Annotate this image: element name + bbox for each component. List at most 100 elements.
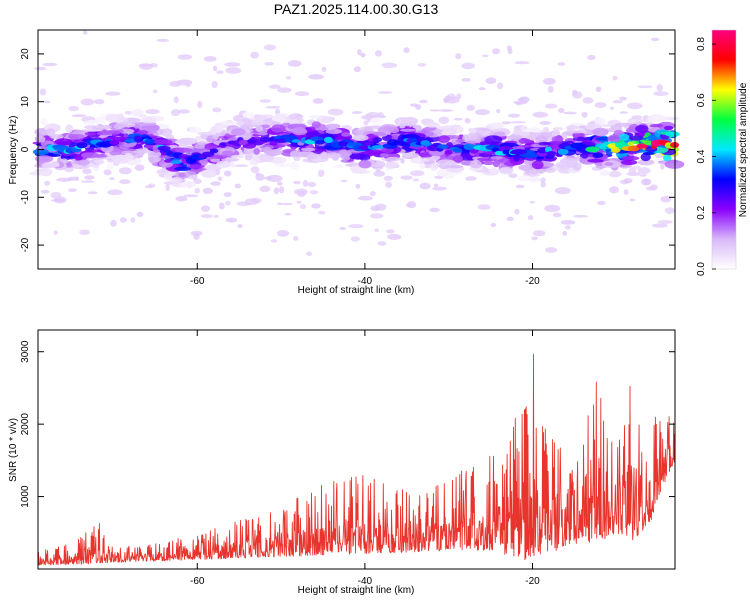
spectrogram-cell — [660, 164, 665, 170]
spectrogram-cell — [350, 236, 360, 242]
spectrogram-cell — [619, 111, 628, 114]
spectrogram-cell — [153, 139, 173, 145]
spectrogram-cell — [511, 149, 527, 155]
spectrogram-cell — [211, 80, 218, 89]
spectrogram-cell — [225, 217, 238, 223]
snr-line — [37, 353, 676, 566]
spectrogram-cell — [436, 169, 450, 177]
spectrogram-cell — [84, 132, 97, 136]
spectrogram-cell — [490, 222, 497, 228]
spectrogram-cell — [263, 44, 277, 51]
spectrogram-cell — [497, 82, 504, 90]
spectrogram-cell — [400, 175, 413, 180]
spectrogram-cell — [353, 66, 361, 73]
spectrogram-cell — [295, 114, 302, 118]
colorbar-gradient — [712, 30, 736, 269]
spectrogram-cell — [82, 30, 88, 35]
spectrogram-cell — [410, 153, 420, 159]
spectrogram-cell — [145, 109, 160, 115]
colorbar-tick-label: 0.0 — [696, 262, 707, 276]
spectrogram-cell — [50, 161, 60, 168]
spectrogram-cell — [229, 162, 236, 168]
spectrogram-cell — [109, 177, 115, 181]
spectrogram-cell — [377, 112, 384, 118]
spectrogram-cell — [363, 149, 384, 156]
spectrogram-cell — [321, 116, 334, 124]
spectrogram-cell — [547, 85, 554, 93]
spectrogram-cell — [563, 111, 577, 115]
spectrogram-cell — [312, 98, 324, 104]
spectrogram-cell — [430, 163, 438, 172]
spectrogram-cell — [210, 181, 221, 186]
spectrogram-cell — [419, 99, 428, 104]
spectrogram-cell — [269, 84, 281, 89]
spectrogram-cell — [223, 192, 232, 198]
spectrogram-cell — [293, 235, 299, 241]
spectrogram-cell — [119, 138, 127, 143]
spectrogram-cell — [197, 101, 203, 109]
spectrogram-cell — [67, 133, 79, 140]
spectrogram-cell — [234, 164, 249, 167]
spectrogram-cell — [65, 162, 72, 167]
spectrogram-cell — [217, 176, 223, 182]
spectrogram-cell — [649, 124, 664, 128]
spectrogram-cell — [45, 128, 56, 137]
spectrogram-cell — [608, 170, 622, 178]
spectrogram-cell — [367, 141, 375, 145]
spectrogram-cell — [294, 188, 308, 196]
spectrogram-cell — [463, 143, 475, 150]
spectrogram-cell — [391, 134, 399, 141]
spectrogram-cell — [234, 183, 241, 189]
spectrogram-cell — [277, 230, 290, 237]
spectrogram-cell — [201, 151, 215, 157]
spectrogram-cell — [244, 153, 253, 161]
spectrogram-cell — [611, 146, 621, 153]
spectrogram-cell — [483, 161, 495, 166]
spectrogram-cell — [160, 128, 173, 137]
spectrogram-cell — [413, 178, 419, 182]
spectrogram-cell — [94, 159, 105, 165]
spectrogram-cell — [377, 241, 387, 246]
spectrogram-cell — [599, 170, 611, 176]
spectrogram-cell — [546, 151, 557, 156]
spectrogram-cell — [544, 103, 558, 109]
spectrogram-cell — [375, 169, 381, 173]
spectrogram-cell — [77, 159, 90, 166]
spectrogram-cell — [170, 160, 182, 164]
spectrogram-cell — [387, 139, 399, 146]
spectrogram-cell — [444, 149, 453, 155]
spectrogram-cell — [587, 54, 596, 61]
spectrogram-cell — [300, 147, 316, 152]
spectrogram-cell — [525, 173, 541, 177]
spectrogram-cell — [318, 210, 326, 215]
spectrogram-cell — [540, 177, 546, 183]
spectrogram-cell — [54, 138, 73, 146]
spectrogram-cell — [518, 164, 536, 171]
spectrogram-cell — [465, 176, 477, 181]
spectrogram-cell — [373, 137, 383, 143]
spectrogram-cell — [507, 113, 521, 118]
spectrogram-cell — [306, 181, 317, 188]
spectrogram-cell — [657, 220, 673, 224]
x-tick-label: -20 — [525, 576, 540, 587]
spectrogram-cell — [485, 77, 497, 84]
spectrogram-y-ticks: -20 -10 0 10 20 — [20, 48, 675, 252]
spectrogram-cell — [340, 179, 348, 183]
spectrogram-cell — [612, 75, 618, 81]
spectrogram-cell — [178, 154, 189, 159]
spectrogram-cell — [308, 74, 324, 80]
spectrogram-cell — [93, 99, 105, 105]
spectrogram-cell — [479, 141, 491, 145]
spectrogram-cell — [291, 127, 307, 136]
y-tick-label: 1000 — [20, 485, 31, 508]
spectrogram-cell — [222, 150, 233, 155]
spectrogram-cell — [242, 111, 255, 120]
snr-series — [37, 353, 676, 566]
spectrogram-cell — [514, 61, 530, 65]
x-tick-label: -40 — [358, 276, 373, 287]
spectrogram-cell — [373, 170, 386, 177]
spectrogram-cell — [187, 164, 205, 169]
spectrogram-cell — [540, 162, 555, 168]
spectrogram-cell — [365, 112, 380, 118]
